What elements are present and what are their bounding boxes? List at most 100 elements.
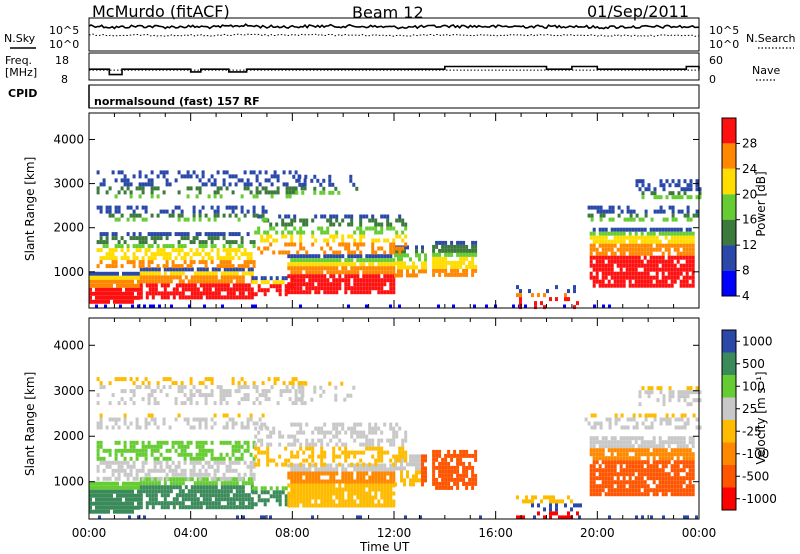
range-cell <box>661 464 665 469</box>
range-cell <box>664 484 668 489</box>
range-cell <box>468 260 472 265</box>
range-cell <box>386 270 390 275</box>
range-cell <box>195 236 199 241</box>
range-cell <box>371 467 375 472</box>
range-cell <box>634 464 638 469</box>
range-cell <box>432 272 436 277</box>
range-cell <box>113 295 116 300</box>
range-cell <box>135 425 139 430</box>
range-cell <box>198 476 202 481</box>
range-cell <box>296 274 300 279</box>
range-cell <box>235 489 239 494</box>
range-cell <box>682 255 686 260</box>
range-cell <box>329 222 333 227</box>
range-cell <box>302 458 306 463</box>
range-cell <box>101 509 104 514</box>
range-cell <box>229 481 233 486</box>
range-cell <box>204 421 208 426</box>
range-cell <box>353 238 357 243</box>
range-cell <box>598 239 602 244</box>
range-cell <box>99 440 103 445</box>
range-cell <box>120 244 124 249</box>
range-cell <box>359 218 363 223</box>
range-cell <box>225 393 229 398</box>
range-cell <box>294 401 298 406</box>
range-cell <box>240 264 244 269</box>
range-cell <box>670 259 674 264</box>
range-cell <box>647 183 651 188</box>
range-cell <box>362 483 366 488</box>
range-cell <box>163 477 167 482</box>
range-cell <box>380 458 384 463</box>
range-cell <box>377 471 381 476</box>
range-cell <box>172 481 176 486</box>
range-cell <box>172 501 176 506</box>
range-cell <box>175 271 179 276</box>
range-cell <box>202 485 206 490</box>
range-cell <box>311 463 315 468</box>
range-cell <box>144 377 148 382</box>
range-cell <box>670 464 674 469</box>
range-cell <box>619 488 623 493</box>
range-cell <box>406 269 409 274</box>
range-cell <box>347 254 351 259</box>
range-cell <box>287 434 291 439</box>
range-cell <box>128 509 131 514</box>
range-cell <box>616 456 620 461</box>
range-cell <box>293 467 297 472</box>
range-cell <box>263 502 267 507</box>
range-cell <box>243 381 247 386</box>
range-cell <box>150 444 154 449</box>
range-cell <box>148 291 152 296</box>
range-cell <box>450 244 454 249</box>
range-cell <box>243 264 247 269</box>
range-cell <box>305 250 309 255</box>
range-cell <box>275 462 279 467</box>
range-cell <box>356 422 360 427</box>
range-cell <box>255 178 259 183</box>
range-cell <box>459 264 463 269</box>
range-cell <box>573 289 576 294</box>
range-cell <box>138 232 142 237</box>
range-cell <box>196 489 200 494</box>
range-cell <box>240 425 244 430</box>
range-cell <box>471 469 475 474</box>
range-cell <box>607 271 611 276</box>
range-cell <box>377 483 381 488</box>
range-cell <box>172 291 176 296</box>
range-cell <box>652 283 656 288</box>
range-cell <box>404 515 407 520</box>
range-cell <box>655 468 659 473</box>
range-cell <box>592 255 596 260</box>
range-cell <box>341 266 345 271</box>
range-cell <box>377 454 381 459</box>
range-cell <box>643 488 647 493</box>
range-cell <box>231 381 235 386</box>
range-cell <box>595 271 599 276</box>
range-cell <box>92 275 95 280</box>
range-cell <box>163 489 167 494</box>
range-cell <box>344 262 348 267</box>
range-cell <box>180 174 184 179</box>
range-cell <box>640 275 644 280</box>
range-cell <box>338 282 342 287</box>
range-cell <box>154 267 158 272</box>
range-cell <box>643 484 647 489</box>
range-cell <box>619 492 623 497</box>
range-cell <box>386 218 390 223</box>
range-cell <box>141 452 145 457</box>
range-cell <box>208 481 212 486</box>
range-cell <box>695 398 699 403</box>
range-cell <box>398 218 402 223</box>
range-cell <box>296 282 300 287</box>
range-cell <box>260 490 264 495</box>
range-cell <box>165 476 169 481</box>
range-cell <box>178 477 182 482</box>
range-cell <box>123 468 127 473</box>
range-cell <box>637 468 641 473</box>
range-cell <box>344 471 348 476</box>
range-cell <box>107 295 110 300</box>
range-cell <box>682 231 686 236</box>
range-cell <box>465 453 469 458</box>
range-cell <box>156 460 160 465</box>
